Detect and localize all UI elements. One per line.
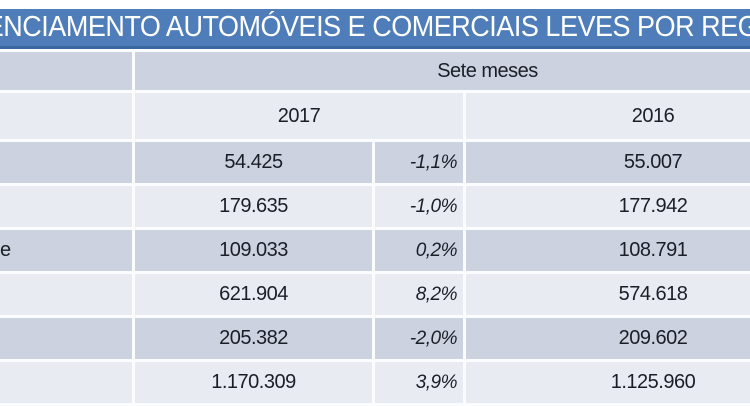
table-row: 54.425 -1,1% 55.007	[0, 142, 750, 183]
table-header-period-row: Sete meses	[0, 52, 750, 90]
value-2017-cell: 1.170.309	[135, 362, 372, 403]
pct-change-cell: 8,2%	[375, 274, 463, 315]
region-cell	[0, 274, 132, 315]
region-cell: e	[0, 230, 132, 271]
region-cell	[0, 362, 132, 403]
value-2017-cell: 54.425	[135, 142, 372, 183]
pct-change-cell: -2,0%	[375, 318, 463, 359]
value-2017-cell: 109.033	[135, 230, 372, 271]
licensing-by-region-table: Sete meses 2017 2016 54.425 -1,1% 55.007…	[0, 49, 750, 406]
value-2016-cell: 108.791	[466, 230, 750, 271]
pct-change-cell: 0,2%	[375, 230, 463, 271]
corner-empty-cell	[0, 93, 132, 139]
slide-title-bar: CENCIAMENTO AUTOMÓVEIS E COMERCIAIS LEVE…	[0, 9, 750, 49]
value-2016-cell: 1.125.960	[466, 362, 750, 403]
value-2016-cell: 177.942	[466, 186, 750, 227]
value-2016-cell: 574.618	[466, 274, 750, 315]
licensing-table-container: Sete meses 2017 2016 54.425 -1,1% 55.007…	[0, 49, 750, 406]
value-2016-cell: 209.602	[466, 318, 750, 359]
value-2017-cell: 205.382	[135, 318, 372, 359]
table-row: e 109.033 0,2% 108.791	[0, 230, 750, 271]
pct-change-cell: 3,9%	[375, 362, 463, 403]
table-row: 179.635 -1,0% 177.942	[0, 186, 750, 227]
year-2016-header-cell: 2016	[466, 93, 750, 139]
table-row: 1.170.309 3,9% 1.125.960	[0, 362, 750, 403]
year-2017-header-cell: 2017	[135, 93, 463, 139]
region-cell	[0, 142, 132, 183]
table-row: 621.904 8,2% 574.618	[0, 274, 750, 315]
table-row: 205.382 -2,0% 209.602	[0, 318, 750, 359]
corner-empty-cell	[0, 52, 132, 90]
table-header-years-row: 2017 2016	[0, 93, 750, 139]
period-header-cell: Sete meses	[135, 52, 750, 90]
value-2016-cell: 55.007	[466, 142, 750, 183]
region-cell	[0, 186, 132, 227]
region-cell	[0, 318, 132, 359]
slide-title: CENCIAMENTO AUTOMÓVEIS E COMERCIAIS LEVE…	[0, 11, 750, 43]
pct-change-cell: -1,1%	[375, 142, 463, 183]
pct-change-cell: -1,0%	[375, 186, 463, 227]
value-2017-cell: 621.904	[135, 274, 372, 315]
value-2017-cell: 179.635	[135, 186, 372, 227]
